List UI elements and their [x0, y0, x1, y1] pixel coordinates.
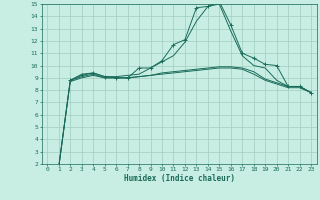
- X-axis label: Humidex (Indice chaleur): Humidex (Indice chaleur): [124, 174, 235, 183]
